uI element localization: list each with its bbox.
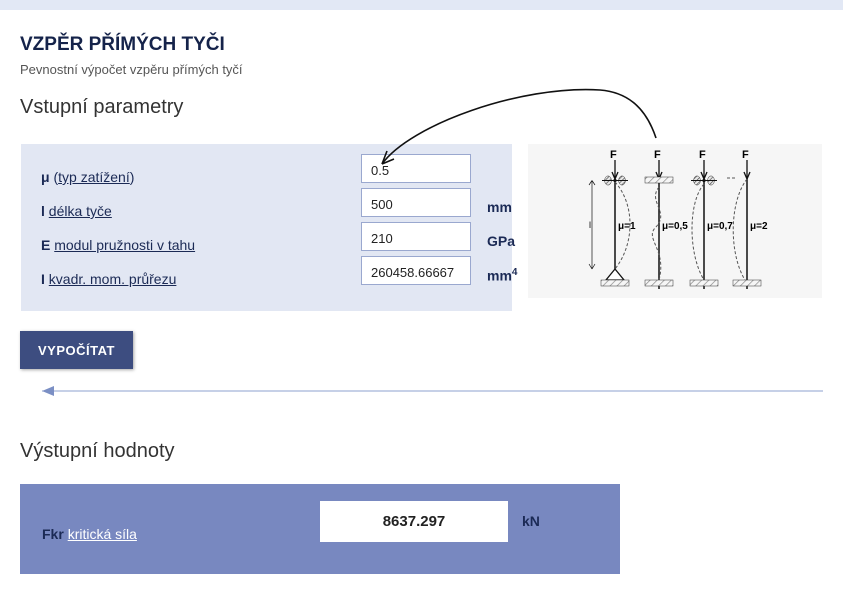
svg-text:F: F (654, 149, 661, 161)
svg-text:μ=2: μ=2 (750, 221, 768, 232)
svg-text:μ=1: μ=1 (618, 221, 636, 232)
svg-text:μ=0,5: μ=0,5 (662, 221, 688, 232)
svg-text:F: F (699, 149, 706, 161)
svg-text:F: F (742, 149, 749, 161)
svg-text:l: l (589, 220, 591, 230)
svg-text:μ=0,7: μ=0,7 (707, 221, 733, 232)
svg-text:F: F (610, 149, 617, 161)
